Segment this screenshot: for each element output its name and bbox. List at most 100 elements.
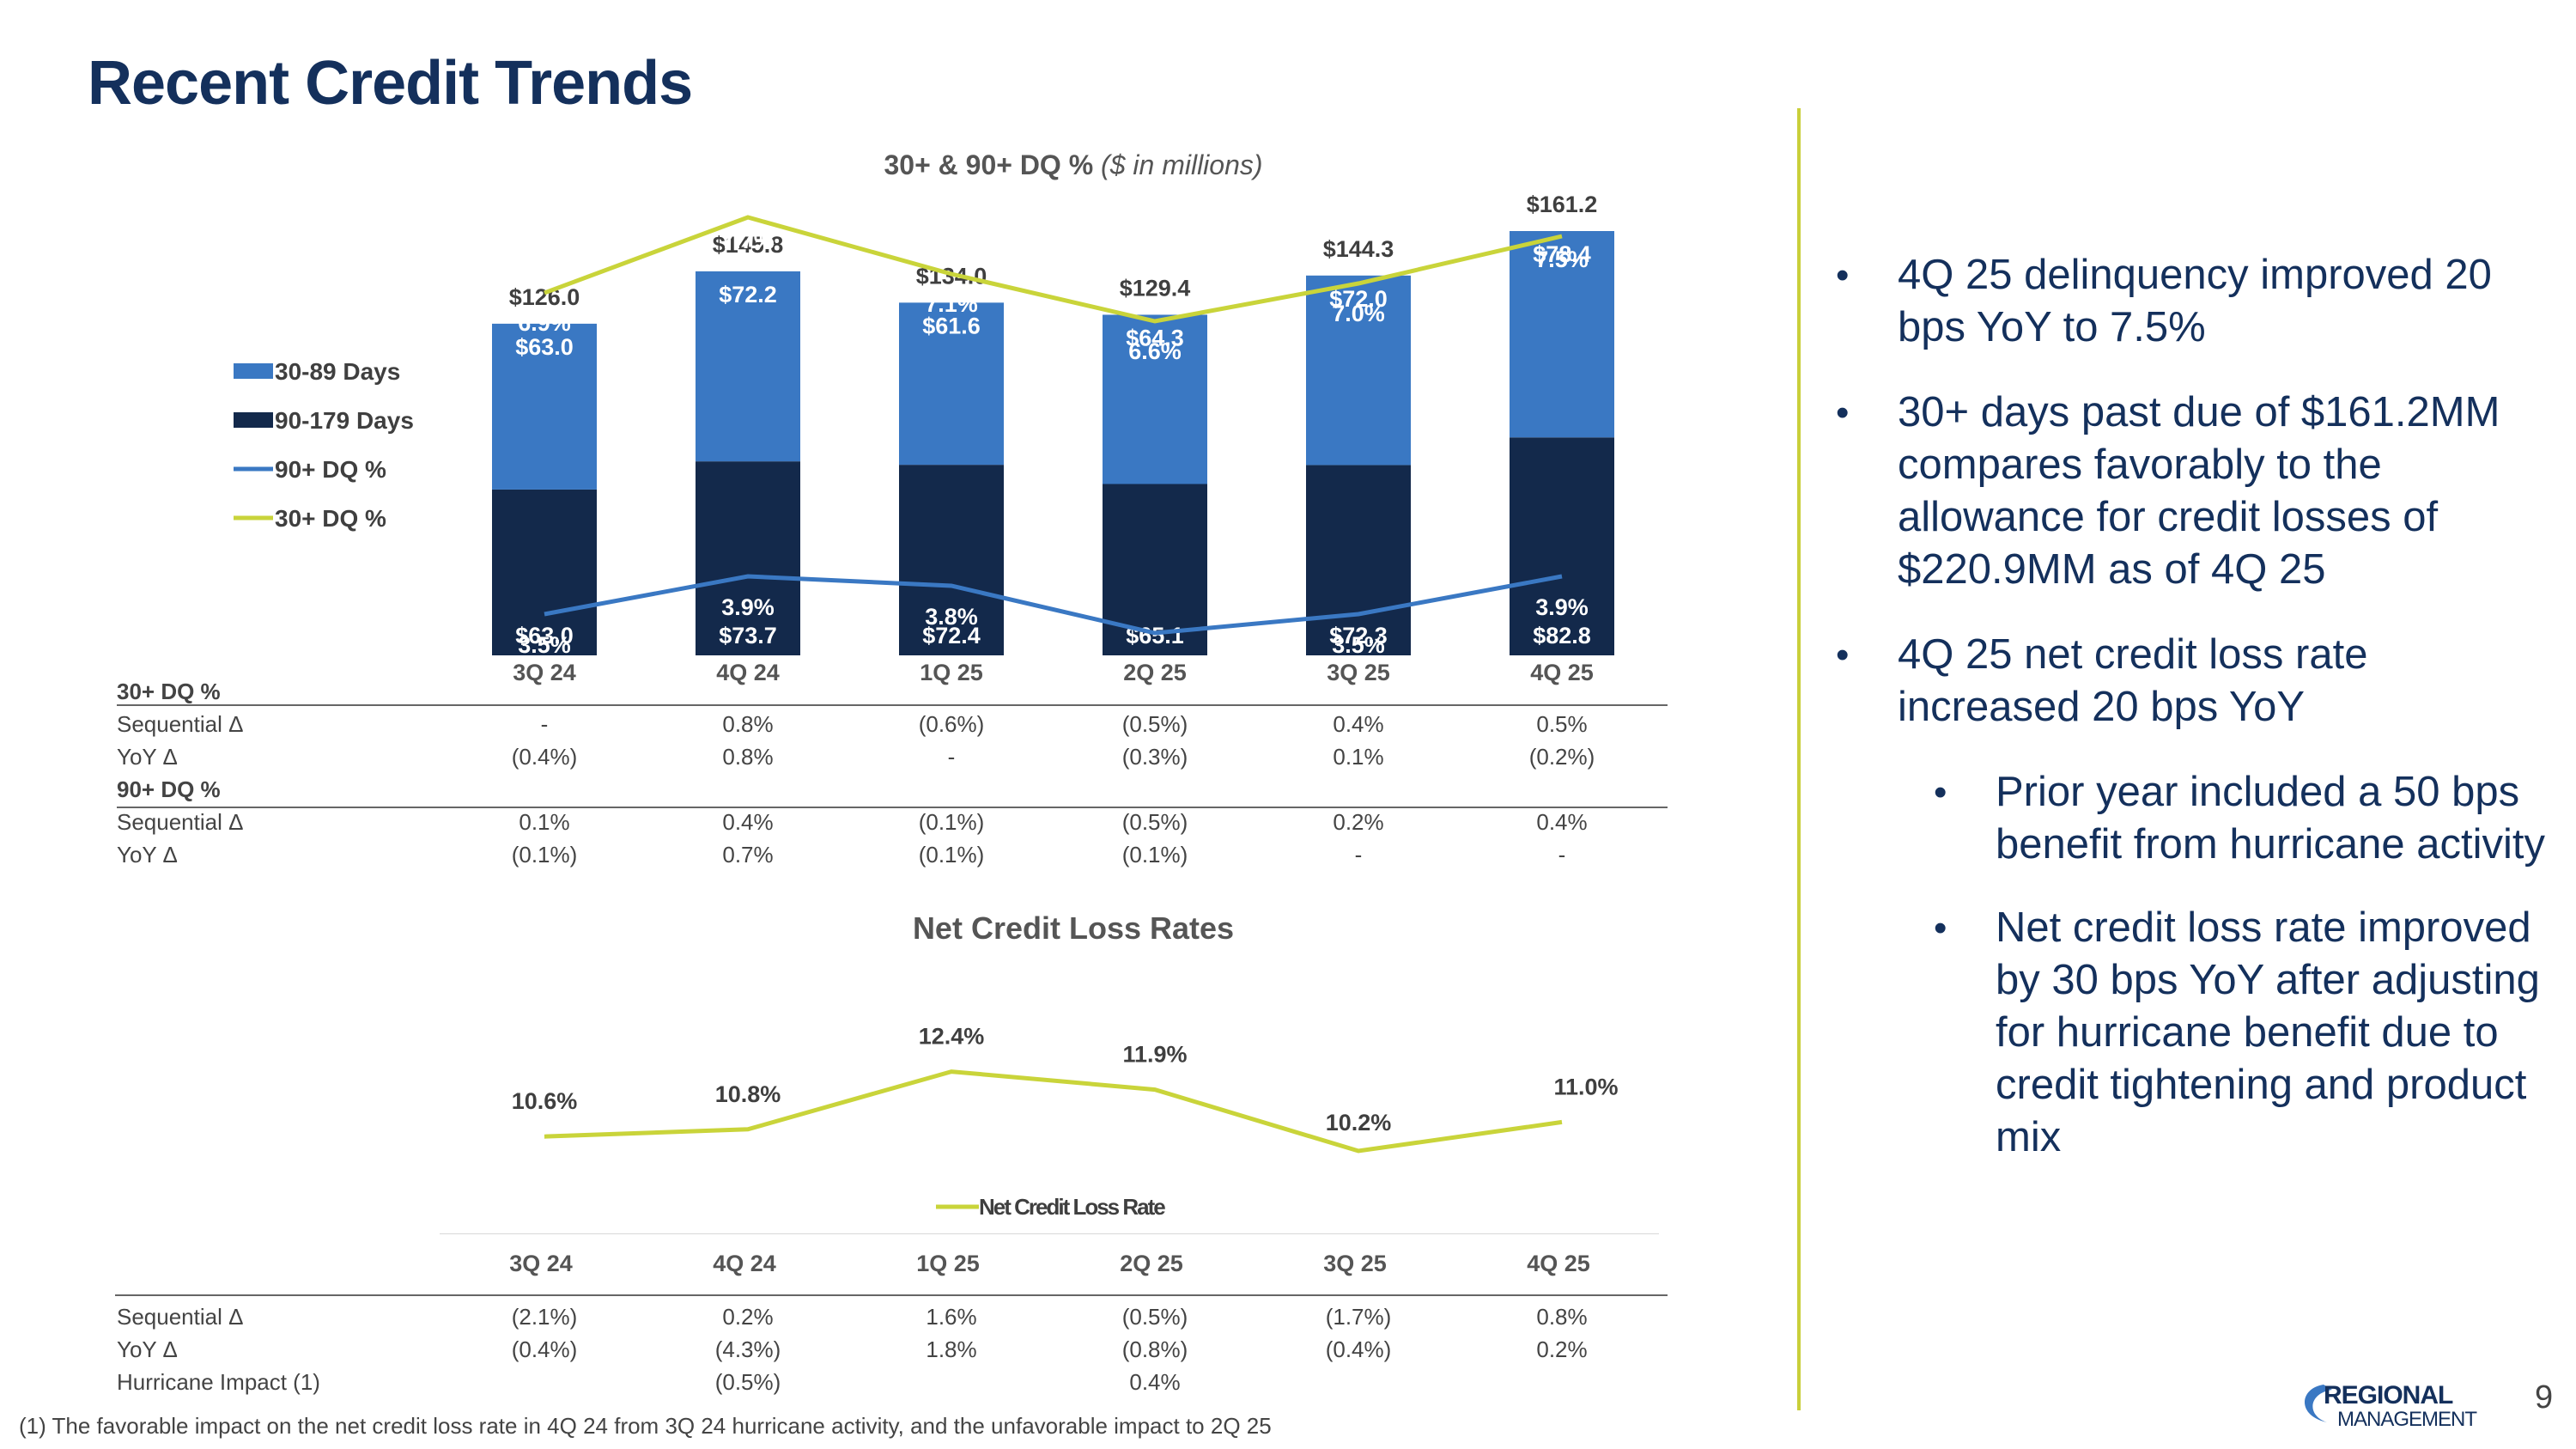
ncl-point-label-1: 10.8% [715, 1081, 781, 1107]
ncl-chart-axis-labels: 3Q 24 4Q 24 1Q 25 2Q 25 3Q 25 4Q 25 [0, 1251, 1717, 1282]
ncl-x-tick-5: 4Q 25 [1527, 1251, 1590, 1276]
bullet-item-1: • 30+ days past due of $161.2MM compares … [1829, 387, 2559, 596]
bar-30-89-label-4: $72.0 [1329, 286, 1388, 312]
dq-table-cell-4-2: (0.1%) [918, 809, 985, 835]
dq-chart-subtitle: ($ in millions) [1101, 149, 1263, 180]
dq-table-cell-2-4: 0.1% [1333, 744, 1384, 770]
ncl-table-row-1: YoY Δ (0.4%) (4.3%) 1.8% (0.8%) (0.4%) 0.2% [117, 1333, 1662, 1366]
dq-table-cell-2-1: 0.8% [722, 744, 774, 770]
bar-90-179-1 [696, 461, 800, 655]
dq-table-row-label-1: Sequential Δ [117, 711, 244, 737]
logo-swoosh-icon [2305, 1385, 2332, 1422]
legend-swatch-1 [234, 412, 273, 428]
bullet-dot-icon: • [1836, 634, 1850, 676]
ncl-table-cell-1-4: (0.4%) [1325, 1336, 1392, 1362]
dq-table-cell-4-5: 0.4% [1536, 809, 1588, 835]
bar-30-89-2 [899, 302, 1004, 466]
bar-90-179-4 [1306, 465, 1411, 655]
bar-90-179-2 [899, 465, 1004, 655]
bullet-dot-icon: • [1836, 392, 1850, 434]
dq-table-row-label-2: YoY Δ [117, 744, 178, 770]
dq-table-cell-5-5: - [1558, 842, 1566, 868]
ncl-table-cell-0-2: 1.6% [926, 1304, 977, 1330]
bar-30-89-label-5: $78.4 [1533, 241, 1591, 267]
dq-table-rule-1 [117, 704, 1668, 706]
legend-label-0: 30-89 Days [275, 358, 400, 385]
dq-x-tick-4: 3Q 25 [1327, 660, 1390, 685]
bar-total-label-1: $145.8 [713, 232, 784, 258]
ncl-x-tick-3: 2Q 25 [1120, 1251, 1183, 1276]
ncl-table-cell-0-4: (1.7%) [1325, 1304, 1392, 1330]
dq-table-rule-2 [117, 807, 1668, 808]
dq-table-cell-5-3: (0.1%) [1121, 842, 1188, 868]
bullet-item-0: • 4Q 25 delinquency improved 20 bps YoY t… [1829, 249, 2559, 354]
bullet-text-0: 4Q 25 delinquency improved 20 bps YoY to… [1898, 252, 2492, 350]
line-90-dq-label-5: 3.9% [1535, 594, 1589, 620]
ncl-point-label-2: 12.4% [919, 1024, 985, 1050]
dq-table-cell-2-0: (0.4%) [511, 744, 578, 770]
bar-30-89-3 [1103, 314, 1207, 484]
dq-table-row-label-4: Sequential Δ [117, 809, 244, 835]
ncl-table-cell-1-2: 1.8% [926, 1336, 977, 1362]
ncl-table-cell-0-0: (2.1%) [511, 1304, 578, 1330]
ncl-legend-label: Net Credit Loss Rate [979, 1194, 1165, 1220]
line-90-dq-label-4: 3.5% [1332, 632, 1385, 658]
line-30-dq-label-0: 6.9% [518, 310, 571, 336]
bar-90-179-5 [1510, 437, 1614, 655]
bar-30-89-label-1: $72.2 [719, 282, 777, 307]
ncl-point-label-3: 11.9% [1122, 1042, 1187, 1068]
ncl-table-row-label-0: Sequential Δ [117, 1304, 244, 1330]
bullet-text-3: Prior year included a 50 bps benefit fro… [1996, 769, 2545, 868]
bar-total-label-3: $129.4 [1120, 275, 1191, 301]
ncl-table-cell-0-5: 0.8% [1536, 1304, 1588, 1330]
bar-30-89-0 [492, 323, 597, 490]
dq-x-tick-2: 1Q 25 [920, 660, 983, 685]
bar-90-179-0 [492, 489, 597, 655]
bar-30-89-5 [1510, 231, 1614, 438]
bar-30-89-4 [1306, 275, 1411, 466]
dq-table-cell-1-4: 0.4% [1333, 711, 1384, 737]
ncl-table-cell-1-3: (0.8%) [1121, 1336, 1188, 1362]
bullet-text-1: 30+ days past due of $161.2MM compares f… [1898, 389, 2500, 593]
dq-delta-table: 30+ DQ % Sequential Δ - 0.8% (0.6%) (0.5%) 0.4… [117, 675, 1662, 871]
dq-table-row-5: YoY Δ (0.1%) 0.7% (0.1%) (0.1%) - - [117, 838, 1662, 871]
page-title: Recent Credit Trends [88, 49, 693, 118]
bar-30-89-label-2: $61.6 [922, 313, 981, 338]
dq-table-cell-5-1: 0.7% [722, 842, 774, 868]
legend-label-2: 90+ DQ % [275, 456, 386, 483]
dq-table-row-0: 30+ DQ % [117, 675, 1662, 708]
dq-chart-axis-labels: 3Q 24 4Q 24 1Q 25 2Q 25 3Q 25 4Q 25 [0, 660, 1717, 691]
dq-table-cell-4-0: 0.1% [519, 809, 570, 835]
ncl-point-label-5: 11.0% [1553, 1074, 1618, 1099]
ncl-chart-baseline [440, 1233, 1659, 1234]
bar-90-179-label-2: $72.4 [922, 623, 981, 648]
bar-total-label-0: $126.0 [509, 284, 580, 310]
dq-chart-title: 30+ & 90+ DQ % ($ in millions) [867, 149, 1279, 181]
dq-table-cell-5-2: (0.1%) [918, 842, 985, 868]
vertical-divider [1797, 108, 1801, 1410]
legend-label-3: 30+ DQ % [275, 505, 386, 532]
ncl-chart-title: Net Credit Loss Rates [912, 910, 1235, 946]
ncl-point-label-0: 10.6% [512, 1088, 578, 1114]
bullet-dot-icon: • [1934, 907, 1947, 949]
ncl-table-rule [115, 1294, 1668, 1296]
legend-label-1: 90-179 Days [275, 407, 414, 434]
ncl-x-tick-0: 3Q 24 [509, 1251, 573, 1276]
company-logo: REGIONAL MANAGEMENT [2305, 1381, 2478, 1429]
footnote: (1) The favorable impact on the net cred… [19, 1413, 1272, 1439]
ncl-table-row-2: Hurricane Impact (1) (0.5%) 0.4% [117, 1366, 1662, 1398]
dq-table-cell-1-2: (0.6%) [918, 711, 985, 737]
line-90-dq-label-0: 3.5% [518, 632, 571, 658]
dq-table-row-4: Sequential Δ 0.1% 0.4% (0.1%) (0.5%) 0.2% 0.4% [117, 806, 1662, 838]
dq-table-cell-1-0: - [540, 711, 549, 737]
line-30-dq-label-2: 7.1% [925, 291, 978, 317]
ncl-table-cell-0-3: (0.5%) [1121, 1304, 1188, 1330]
ncl-x-tick-1: 4Q 24 [713, 1251, 776, 1276]
ncl-table-cell-1-0: (0.4%) [511, 1336, 578, 1362]
dq-table-row-label-5: YoY Δ [117, 842, 178, 868]
dq-chart: $63.0 $63.0 $126.0 $73.7 $72.2 $145.8 $72.4 $61… [234, 192, 1614, 677]
dq-table-cell-2-3: (0.3%) [1121, 744, 1188, 770]
bar-30-89-label-3: $64.3 [1126, 325, 1184, 350]
line-30-dq [544, 215, 1563, 324]
dq-table-cell-2-2: - [947, 744, 956, 770]
